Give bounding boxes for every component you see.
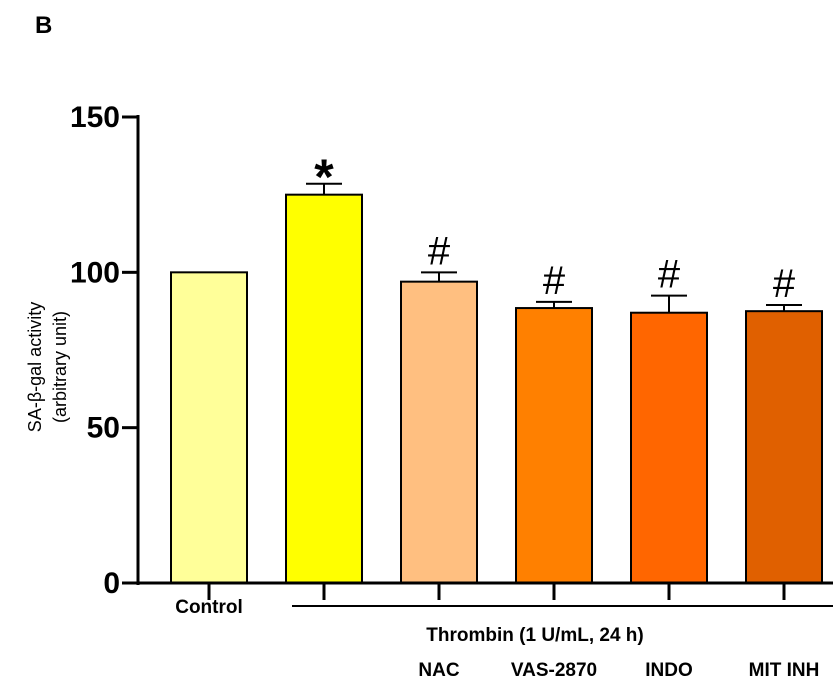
bar-4 bbox=[630, 311, 708, 584]
bar-3 bbox=[515, 307, 593, 584]
significance-mark-2: # bbox=[428, 229, 451, 273]
y-tick-label-3: 150 bbox=[70, 101, 120, 134]
bars-layer bbox=[170, 182, 823, 585]
group-label: Thrombin (1 U/mL, 24 h) bbox=[426, 625, 643, 646]
x-tick-label-5: MIT INH bbox=[749, 660, 820, 681]
y-tick-label-2: 100 bbox=[70, 256, 120, 289]
bar-1 bbox=[285, 193, 363, 585]
y-tick-label-1: 50 bbox=[87, 412, 120, 445]
y-tick-label-0: 0 bbox=[103, 567, 120, 600]
x-tick-label-3: VAS-2870 bbox=[511, 660, 597, 681]
axes-layer bbox=[122, 115, 833, 607]
significance-mark-1: * bbox=[314, 149, 334, 205]
significance-mark-3: # bbox=[543, 259, 566, 303]
y-axis-label-line-2: (arbitrary unit) bbox=[50, 311, 70, 423]
x-tick-label-0: Control bbox=[175, 597, 243, 618]
bar-2 bbox=[400, 280, 478, 584]
y-axis-label: SA-β-gal activity (arbitrary unit) bbox=[25, 302, 70, 432]
y-axis-label-line-1: SA-β-gal activity bbox=[25, 302, 45, 432]
panel-label: B bbox=[35, 12, 52, 39]
x-tick-label-2: NAC bbox=[418, 660, 459, 681]
bar-0 bbox=[170, 271, 248, 584]
labels-layer: Control * # NAC # VAS-2870 # INDO # MIT INH 0 50 100… bbox=[70, 101, 819, 681]
bar-5 bbox=[745, 310, 823, 584]
x-tick-label-4: INDO bbox=[645, 660, 693, 681]
significance-mark-5: # bbox=[773, 262, 796, 306]
significance-mark-4: # bbox=[658, 253, 681, 297]
